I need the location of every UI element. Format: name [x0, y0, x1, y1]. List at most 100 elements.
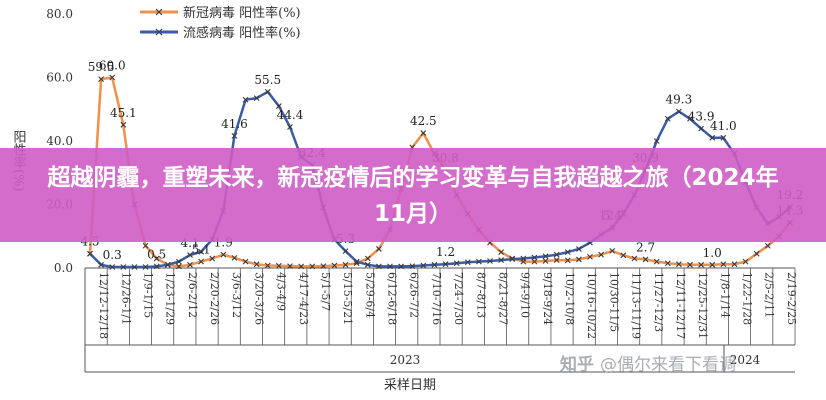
- y-tick-label: 0.0: [54, 261, 73, 275]
- point-marker: [564, 257, 571, 264]
- point-marker: [198, 248, 205, 255]
- point-marker: [464, 259, 471, 266]
- x-tick-label: 9/18-9/24: [541, 272, 554, 325]
- data-point: [375, 263, 382, 270]
- data-point: [598, 251, 604, 258]
- point-marker: [542, 253, 549, 260]
- point-marker: [198, 258, 205, 265]
- point-marker: [620, 252, 627, 259]
- data-point: [131, 264, 138, 270]
- point-marker: [475, 258, 482, 265]
- point-marker: [520, 255, 527, 262]
- data-point: [431, 261, 438, 268]
- point-marker: [220, 251, 227, 258]
- data-point: [387, 263, 393, 270]
- data-point: [720, 134, 727, 141]
- point-marker: [664, 115, 671, 122]
- banner-title: 超越阴霾，重塑未来，新冠疫情后的学习变革与自我超越之旅（2024年11月）: [47, 165, 779, 227]
- x-tick-label: 8/21-8/27: [496, 272, 509, 325]
- data-label: 41.0: [710, 119, 737, 133]
- data-point: [287, 124, 293, 130]
- data-point: [631, 255, 638, 262]
- point-marker: [320, 263, 327, 269]
- legend-label-1: 流感病毒 阳性率(%): [183, 25, 301, 41]
- x-tick-label: 11/27-12/3: [652, 272, 665, 332]
- legend-marker: [155, 8, 163, 16]
- point-marker: [98, 76, 105, 82]
- data-point: [442, 261, 449, 268]
- x-tick-label: 12/26-1/1: [119, 272, 132, 325]
- data-point: [653, 138, 660, 144]
- y-tick-label: 60.0: [46, 71, 73, 85]
- point-marker: [687, 115, 693, 122]
- data-point: [153, 263, 160, 270]
- point-marker: [742, 258, 749, 265]
- point-marker: [87, 250, 93, 257]
- x-tick-label: 2/19-2/25: [785, 272, 798, 325]
- data-point: [564, 257, 571, 264]
- point-marker: [420, 130, 427, 136]
- data-point: [198, 248, 205, 255]
- point-marker: [175, 263, 182, 270]
- legend-marker: [155, 28, 163, 36]
- x-tick-label: 10/16-10/22: [585, 272, 598, 339]
- data-point: [175, 263, 182, 270]
- data-point: [109, 264, 116, 270]
- data-label: 0.5: [147, 247, 166, 261]
- data-label: 59.5: [88, 60, 115, 74]
- point-marker: [287, 263, 293, 269]
- point-marker: [453, 260, 460, 267]
- point-marker: [164, 261, 171, 268]
- data-point: [676, 108, 682, 115]
- x-tick-label: 4/3-4/9: [275, 272, 288, 311]
- data-point: [664, 115, 671, 122]
- data-label: 44.4: [277, 108, 304, 122]
- point-marker: [142, 242, 149, 249]
- point-marker: [653, 258, 660, 265]
- data-point: [709, 134, 716, 141]
- point-marker: [153, 255, 160, 262]
- point-marker: [720, 261, 727, 268]
- x-tick-label: 6/12-6/18: [386, 272, 399, 325]
- point-marker: [498, 257, 505, 263]
- point-marker: [109, 74, 116, 81]
- data-point: [331, 262, 338, 269]
- data-point: [564, 249, 571, 256]
- data-point: [542, 258, 549, 264]
- point-marker: [553, 257, 560, 263]
- data-point: [220, 251, 227, 258]
- point-marker: [287, 124, 293, 130]
- x-tick-label: 5/1-5/7: [319, 272, 332, 311]
- year-label-2024: 2024: [730, 353, 761, 367]
- point-marker: [298, 263, 305, 270]
- data-point: [275, 262, 282, 269]
- data-label: 41.6: [221, 117, 248, 131]
- data-point: [720, 261, 727, 268]
- point-marker: [531, 258, 538, 265]
- x-tick-label: 2/20-2/26: [208, 272, 221, 325]
- point-marker: [564, 249, 571, 256]
- data-point: [298, 263, 305, 270]
- x-tick-label: 1/23-1/29: [164, 272, 177, 325]
- x-tick-label: 12/11-12/17: [674, 272, 687, 339]
- point-marker: [709, 134, 716, 141]
- data-label: 5.1: [192, 243, 211, 257]
- data-point: [653, 258, 660, 265]
- point-marker: [420, 262, 427, 269]
- x-tick-label: 7/10-7/16: [430, 272, 443, 325]
- x-tick-label: 5/29-6/4: [363, 272, 376, 318]
- point-marker: [231, 254, 238, 261]
- point-marker: [342, 261, 349, 268]
- data-label: 60.0: [99, 59, 126, 73]
- point-marker: [309, 263, 316, 270]
- point-marker: [698, 125, 704, 132]
- point-marker: [498, 249, 505, 256]
- point-marker: [353, 258, 360, 265]
- x-tick-label: 9/4-9/10: [519, 272, 532, 318]
- data-point: [709, 261, 716, 268]
- y-tick-label: 80.0: [46, 7, 73, 21]
- data-point: [753, 250, 760, 257]
- data-label: 2.7: [636, 240, 655, 254]
- point-marker: [676, 261, 682, 268]
- data-point: [698, 261, 704, 268]
